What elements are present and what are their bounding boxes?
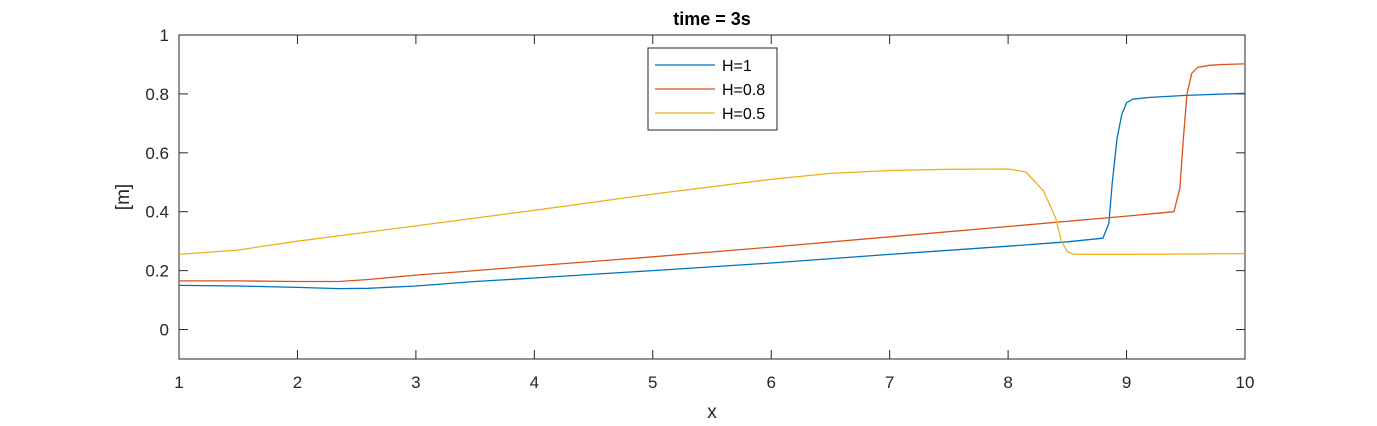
legend-entry-label: H=1: [722, 58, 752, 75]
y-tick-label: 0: [160, 321, 169, 340]
legend-entry-label: H=0.5: [722, 106, 765, 123]
y-tick-label: 0.8: [145, 85, 169, 104]
x-tick-label: 3: [411, 373, 420, 392]
series-line-1: [178, 92, 1246, 290]
y-axis-label: [m]: [113, 184, 134, 210]
series-lines: [178, 63, 1246, 290]
x-tick-label: 10: [1236, 373, 1255, 392]
series-line-3: [178, 168, 1246, 256]
x-tick-label: 2: [293, 373, 302, 392]
chart-title: time = 3s: [673, 9, 751, 29]
x-tick-label: 7: [885, 373, 894, 392]
x-tick-label: 5: [648, 373, 657, 392]
x-tick-label: 9: [1122, 373, 1131, 392]
y-tick-label: 0.6: [145, 144, 169, 163]
y-tick-label: 0.2: [145, 262, 169, 281]
x-tick-label: 4: [530, 373, 539, 392]
y-tick-label: 1: [160, 26, 169, 45]
y-tick-label: 0.4: [145, 203, 169, 222]
legend: H=1 H=0.8 H=0.5: [647, 47, 778, 131]
axis-ticks: 1 2 3 4 5 6 7 8 9 10 0 0.2 0.4 0.6 0.8 1: [145, 26, 1254, 392]
legend-entry-label: H=0.8: [722, 82, 765, 99]
series-line-2: [179, 63, 1246, 283]
x-tick-label: 6: [766, 373, 775, 392]
x-tick-label: 8: [1003, 373, 1012, 392]
x-tick-label: 1: [174, 373, 183, 392]
x-axis-label: x: [707, 402, 717, 423]
